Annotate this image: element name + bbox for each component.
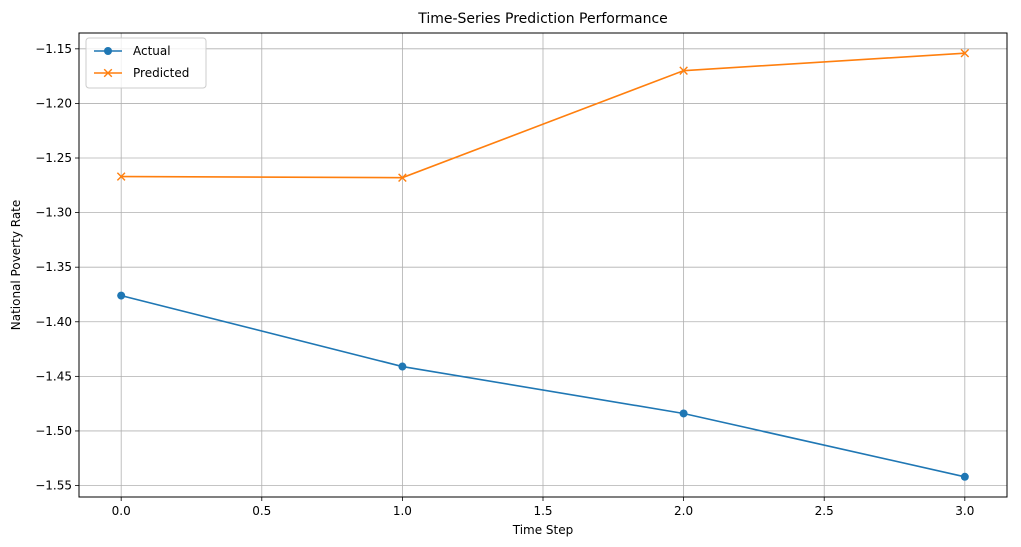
x-tick-label: 0.5	[252, 504, 271, 518]
y-tick-label: −1.20	[35, 96, 72, 110]
chart-title: Time-Series Prediction Performance	[417, 11, 668, 27]
y-tick-label: −1.25	[35, 151, 72, 165]
data-point-actual	[679, 409, 688, 418]
x-tick-label: 3.0	[955, 504, 974, 518]
data-point-actual	[960, 472, 969, 481]
y-tick-label: −1.50	[35, 424, 72, 438]
y-axis-title: National Poverty Rate	[9, 200, 23, 331]
series-layer	[116, 48, 970, 481]
y-axis: −1.15 −1.20 −1.25 −1.30 −1.35 −1.40 −1.45 −1.50…	[35, 42, 79, 493]
legend-label-actual: Actual	[133, 44, 171, 58]
data-point-predicted	[116, 172, 126, 181]
legend-marker-predicted	[103, 68, 113, 78]
data-point-predicted	[398, 173, 407, 182]
y-tick-label: −1.40	[35, 315, 72, 329]
y-tick-label: −1.45	[35, 369, 72, 383]
y-tick-label: −1.30	[35, 206, 72, 220]
series-line-actual	[120, 294, 965, 478]
series-line-predicted	[121, 52, 965, 179]
data-point-predicted	[960, 48, 970, 58]
x-tick-label: 1.5	[533, 504, 552, 518]
x-tick-label: 0.0	[112, 504, 131, 518]
legend-marker-actual	[104, 47, 112, 55]
x-tick-label: 2.5	[815, 504, 834, 518]
legend-item-predicted: Predicted	[94, 66, 189, 80]
legend: Actual Predicted	[85, 37, 207, 89]
data-point-actual	[398, 362, 407, 371]
y-tick-label: −1.35	[35, 260, 72, 274]
y-tick-label: −1.15	[35, 42, 72, 56]
x-axis-title: Time Step	[512, 523, 574, 537]
y-tick-label: −1.55	[35, 479, 72, 493]
x-tick-label: 1.0	[393, 504, 412, 518]
legend-label-predicted: Predicted	[133, 66, 189, 80]
data-point-predicted	[679, 66, 688, 75]
x-axis: 0.0 0.5 1.0 1.5 2.0 2.5 3.0	[112, 497, 974, 518]
data-point-actual	[117, 291, 126, 300]
legend-item-actual: Actual	[94, 44, 171, 58]
grid-lines	[79, 33, 1007, 497]
x-tick-label: 2.0	[674, 504, 693, 518]
